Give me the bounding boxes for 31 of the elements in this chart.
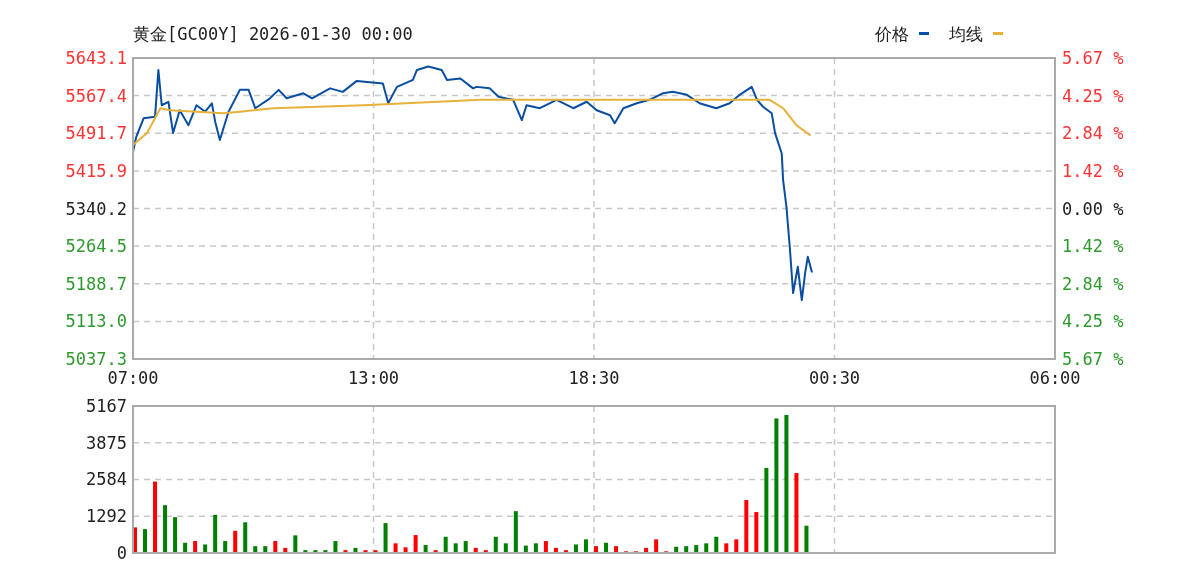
y-tick-label: 0 [116,543,127,563]
y2-tick-label: 4.25 % [1062,85,1124,106]
y-tick-label: 5340.2 [65,198,127,219]
y2-tick-label: 5.67 % [1062,48,1124,68]
y-tick-label: 5188.7 [65,273,127,294]
x-tick-label: 18:30 [568,368,620,388]
y2-tick-label: 2.84 % [1062,123,1124,144]
y-tick-label: 3875 [86,432,127,453]
x-tick-label: 06:00 [1029,368,1081,388]
y-tick-label: 5037.3 [65,349,127,369]
y2-tick-label: 0.00 % [1062,198,1124,219]
y-tick-label: 5491.7 [65,123,127,144]
y-tick-label: 5567.4 [65,85,127,106]
y-tick-label: 2584 [86,469,127,490]
y2-tick-label: 1.42 % [1062,160,1124,181]
y-tick-label: 1292 [86,506,127,527]
y2-tick-label: 5.67 % [1062,349,1124,369]
legend-label: 价格 [874,24,909,44]
x-tick-label: 07:00 [107,368,159,388]
y-tick-label: 5167 [86,396,127,416]
y-tick-label: 5113.0 [65,311,127,332]
y2-tick-label: 1.42 % [1062,236,1124,257]
chart-title: 黄金[GC00Y] 2026-01-30 00:00 [133,24,413,44]
y-tick-label: 5415.9 [65,160,127,181]
x-tick-label: 13:00 [347,368,400,388]
y-tick-label: 5264.5 [65,236,127,257]
y-tick-label: 5643.1 [65,48,127,68]
y2-tick-label: 4.25 % [1062,311,1124,332]
x-tick-label: 00:30 [808,368,861,388]
legend-label: 均线 [948,24,983,44]
y2-tick-label: 2.84 % [1062,273,1124,294]
